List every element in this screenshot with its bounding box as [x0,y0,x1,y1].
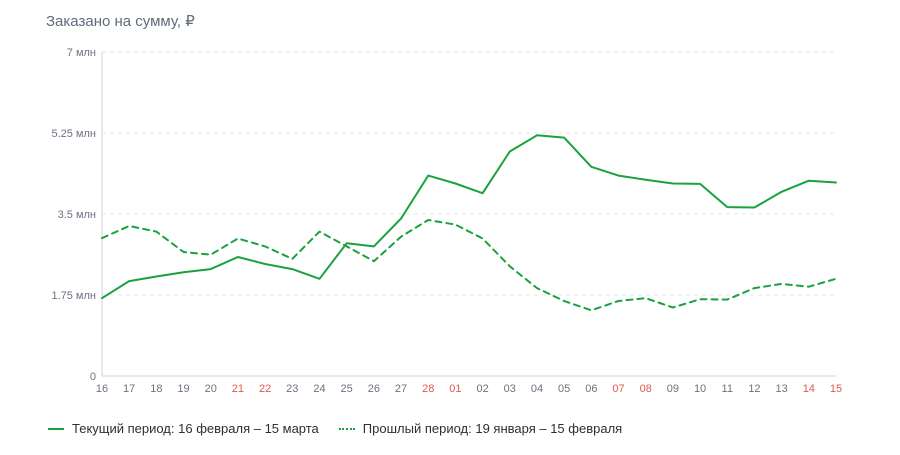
x-tick-label: 02 [476,383,488,395]
x-tick-label: 12 [748,383,760,395]
legend-swatch-dashed [338,427,355,430]
x-tick-label: 24 [313,383,325,395]
x-tick-label: 23 [286,383,298,395]
x-tick-label: 01 [449,383,461,395]
x-tick-label: 04 [531,383,543,395]
x-tick-label: 25 [341,383,353,395]
x-tick-label: 13 [776,383,788,395]
x-tick-label: 06 [585,383,597,395]
grid-lines [101,51,836,377]
legend-label-previous: Прошлый период: 19 января – 15 февраля [362,421,623,436]
legend-swatch-solid [48,427,64,430]
series-lines [101,134,837,312]
x-tick-label: 05 [558,383,570,395]
x-tick-label: 09 [667,383,679,395]
y-axis-ticks: 0 1.75 млн 3.5 млн 5.25 млн 7 млн [51,47,96,383]
x-tick-label: 10 [694,383,706,395]
legend-item-previous[interactable]: Прошлый период: 19 января – 15 февраля [338,421,623,436]
x-tick-label: 19 [177,383,189,395]
line-chart: 0 1.75 млн 3.5 млн 5.25 млн 7 млн 16 17 18 19 20… [51,47,842,395]
series-line-current[interactable] [101,134,837,300]
x-tick-label: 15 [830,383,842,395]
x-tick-label: 18 [150,383,162,395]
x-tick-label: 22 [259,383,271,395]
x-tick-label: 16 [96,383,108,395]
x-tick-label: 11 [722,383,733,395]
y-tick-label: 5.25 млн [51,128,96,140]
series-line-previous[interactable] [101,219,837,312]
x-tick-label: 17 [123,383,135,395]
y-tick-label: 0 [90,371,96,383]
x-tick-label: 08 [640,383,652,395]
x-axis-ticks: 16 17 18 19 20 21 22 23 24 25 26 27 28 01 02 03 04 05 06 07… [96,383,842,395]
legend-label-current: Текущий период: 16 февраля – 15 марта [72,421,319,436]
x-tick-label: 07 [612,383,624,395]
y-tick-label: 7 млн [67,47,96,59]
y-tick-label: 1.75 млн [51,290,96,302]
y-tick-label: 3.5 млн [58,209,96,221]
legend: Текущий период: 16 февраля – 15 марта Пр… [48,421,642,436]
x-tick-label: 21 [232,383,244,395]
x-tick-label: 20 [205,383,217,395]
x-tick-label: 26 [368,383,380,395]
x-tick-label: 28 [422,383,434,395]
x-tick-label: 14 [803,383,815,395]
chart-title: Заказано на сумму, ₽ [46,13,195,30]
legend-item-current[interactable]: Текущий период: 16 февраля – 15 марта [48,421,319,436]
x-tick-label: 03 [504,383,516,395]
x-tick-label: 27 [395,383,407,395]
